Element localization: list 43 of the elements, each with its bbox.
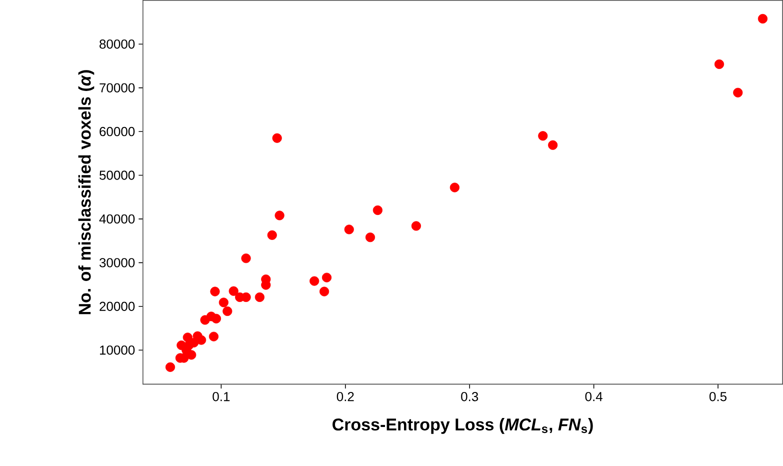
point <box>758 14 768 24</box>
point <box>200 315 210 325</box>
point <box>450 182 460 192</box>
point <box>714 59 724 69</box>
point <box>372 205 382 215</box>
point <box>548 140 558 150</box>
y-tick-label: 80000 <box>100 39 135 49</box>
point <box>218 298 228 308</box>
point <box>186 350 196 360</box>
x-tick-label: 0.1 <box>212 392 230 402</box>
y-tick-label: 60000 <box>100 126 135 136</box>
point <box>254 292 264 302</box>
y-tick-label: 10000 <box>100 345 135 355</box>
y-tick-label: 30000 <box>100 258 135 268</box>
x-axis-title: Cross-Entropy Loss (MCL$_{s}$, FN$_{s}$) <box>332 418 593 434</box>
point <box>267 230 277 240</box>
point <box>222 306 232 316</box>
x-tick-label: 0.4 <box>585 392 602 402</box>
point <box>733 88 743 98</box>
point <box>228 286 238 296</box>
point <box>411 221 421 231</box>
point <box>272 133 282 143</box>
point <box>241 253 251 264</box>
point <box>274 210 284 220</box>
point <box>322 272 332 282</box>
point <box>365 232 376 242</box>
point <box>196 335 206 345</box>
y-tick-label: 20000 <box>100 302 135 311</box>
y-axis-title: No. of misclassified voxels (α) <box>78 70 94 314</box>
point <box>310 276 320 286</box>
point <box>208 332 219 342</box>
x-tick-label: 0.5 <box>709 392 726 402</box>
y-tick-label: 70000 <box>100 83 135 92</box>
x-tick-label: 0.2 <box>336 392 354 402</box>
point <box>319 286 330 296</box>
point <box>538 131 548 141</box>
y-tick-label: 40000 <box>99 214 135 224</box>
y-tick-label: 50000 <box>100 170 135 180</box>
point <box>189 338 199 348</box>
point <box>210 286 220 296</box>
x-tick-label: 0.3 <box>461 392 478 402</box>
point <box>165 362 176 372</box>
point <box>344 224 354 234</box>
